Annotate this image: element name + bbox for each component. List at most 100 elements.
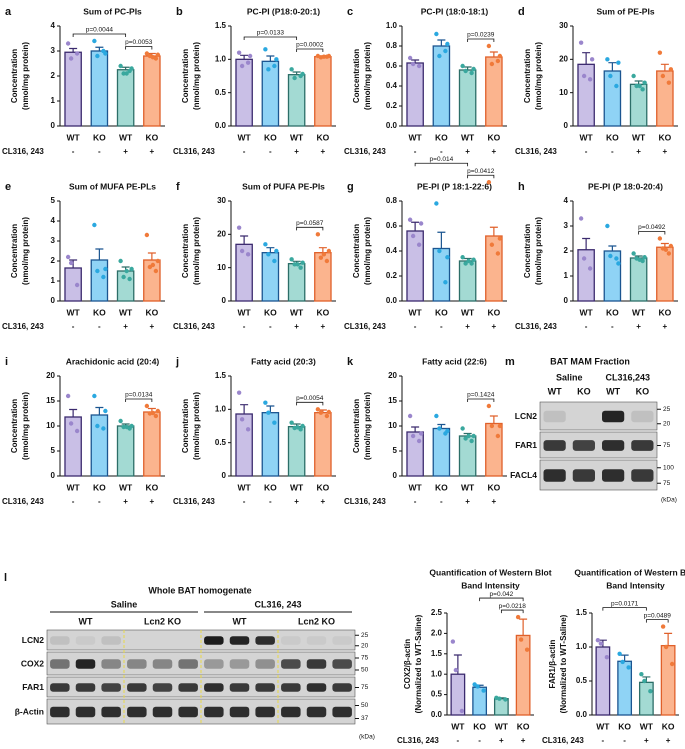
treatment-sign: - [269, 322, 272, 331]
error-bar [411, 221, 420, 231]
unit-label: (kDa) [661, 497, 677, 504]
data-point [589, 57, 595, 62]
data-point [74, 51, 80, 56]
blot-band [281, 706, 301, 718]
lane-label: KO [577, 386, 591, 396]
data-point [471, 433, 476, 439]
data-point [92, 222, 97, 228]
error-bar [608, 62, 617, 71]
data-point [74, 428, 80, 434]
error-bar [266, 405, 275, 413]
bar [656, 246, 674, 302]
x-tick-label: WT [640, 721, 654, 731]
data-point [489, 242, 495, 247]
data-point [434, 201, 439, 206]
data-point [103, 266, 108, 272]
y-tick-label: 5 [51, 446, 56, 455]
significance-bracket [125, 46, 153, 50]
data-point [103, 408, 108, 414]
y-tick-label: 30 [217, 196, 226, 205]
bar [261, 60, 280, 127]
treatment-label: CL316, 243 [344, 322, 386, 331]
x-tick-label: WT [290, 482, 304, 492]
data-point [410, 233, 416, 239]
data-point [239, 417, 245, 422]
panel-letter: g [347, 181, 354, 193]
error-bar [95, 406, 104, 415]
bar [287, 426, 306, 477]
data-point [648, 689, 653, 694]
blot-band [75, 683, 96, 692]
blot-band [152, 706, 173, 718]
row-label: LCN2 [515, 411, 537, 421]
error-bar [318, 247, 327, 253]
data-point [437, 248, 442, 254]
treatment-sign: - [98, 322, 101, 331]
error-bar [582, 52, 591, 65]
panel-letter: b [176, 6, 183, 18]
y-tick-label: 0.2 [386, 271, 398, 280]
data-point [407, 413, 413, 419]
data-point [481, 688, 486, 693]
treatment-sign: + [644, 736, 649, 745]
blot-band [572, 440, 595, 451]
data-point [289, 67, 294, 72]
significance-bracket [296, 401, 324, 406]
chart-title: PE-PI (P 18:0-20:4) [588, 181, 663, 191]
y-tick-label: 15 [388, 396, 397, 405]
y-axis-label: Concentration [523, 49, 532, 103]
data-point [127, 276, 132, 282]
data-point [608, 73, 613, 79]
x-tick-label: WT [596, 721, 610, 731]
p-value: p=0.0133 [257, 30, 285, 37]
panel-letter: j [175, 356, 179, 368]
error-bar [660, 63, 669, 71]
treatment-sign: - [269, 497, 272, 506]
data-point [437, 53, 442, 59]
y-axis-label: (nmol/mg protein) [192, 42, 201, 110]
data-point [663, 247, 669, 252]
data-point [272, 63, 277, 69]
blot-title: Whole BAT homogenate [148, 585, 251, 595]
significance-bracket [500, 609, 524, 614]
data-point [263, 47, 268, 52]
treatment-sign: + [150, 147, 155, 156]
y-axis-label: Concentration [352, 49, 361, 103]
data-point [95, 423, 100, 429]
bar [90, 259, 109, 302]
treatment-sign: - [414, 497, 417, 506]
y-axis-label: Concentration [181, 224, 190, 278]
x-tick-label: KO [435, 482, 448, 492]
data-point [124, 424, 129, 430]
y-tick-label: 5 [393, 446, 398, 455]
x-tick-label: WT [238, 482, 252, 492]
data-point [666, 251, 672, 256]
y-tick-label: 2 [564, 246, 569, 255]
data-point [298, 265, 303, 270]
y-axis-label: (nmol/mg protein) [21, 392, 30, 460]
blot-band [332, 706, 352, 718]
blot-band [75, 636, 96, 645]
blot-band [255, 683, 275, 692]
y-tick-label: 0.0 [215, 121, 227, 130]
lane-label: KO [636, 386, 650, 396]
blot-band [204, 706, 224, 718]
x-tick-label: WT [451, 721, 465, 731]
treatment-sign: - [585, 147, 588, 156]
marker-label: 25 [663, 406, 671, 413]
data-point [124, 268, 129, 274]
bar [235, 243, 253, 302]
blot-title: BAT MAM Fraction [550, 356, 630, 366]
bar [458, 69, 477, 127]
blot-band [178, 683, 198, 692]
x-tick-label: KO [146, 132, 159, 142]
p-value: p=0.042 [490, 591, 514, 598]
bar [235, 58, 253, 127]
y-tick-label: 1.0 [386, 21, 398, 30]
data-point [274, 57, 279, 62]
panel-letter: d [518, 6, 525, 18]
bar [577, 249, 595, 302]
data-point [295, 425, 300, 430]
blot-band [332, 683, 352, 692]
error-bar [411, 426, 420, 432]
